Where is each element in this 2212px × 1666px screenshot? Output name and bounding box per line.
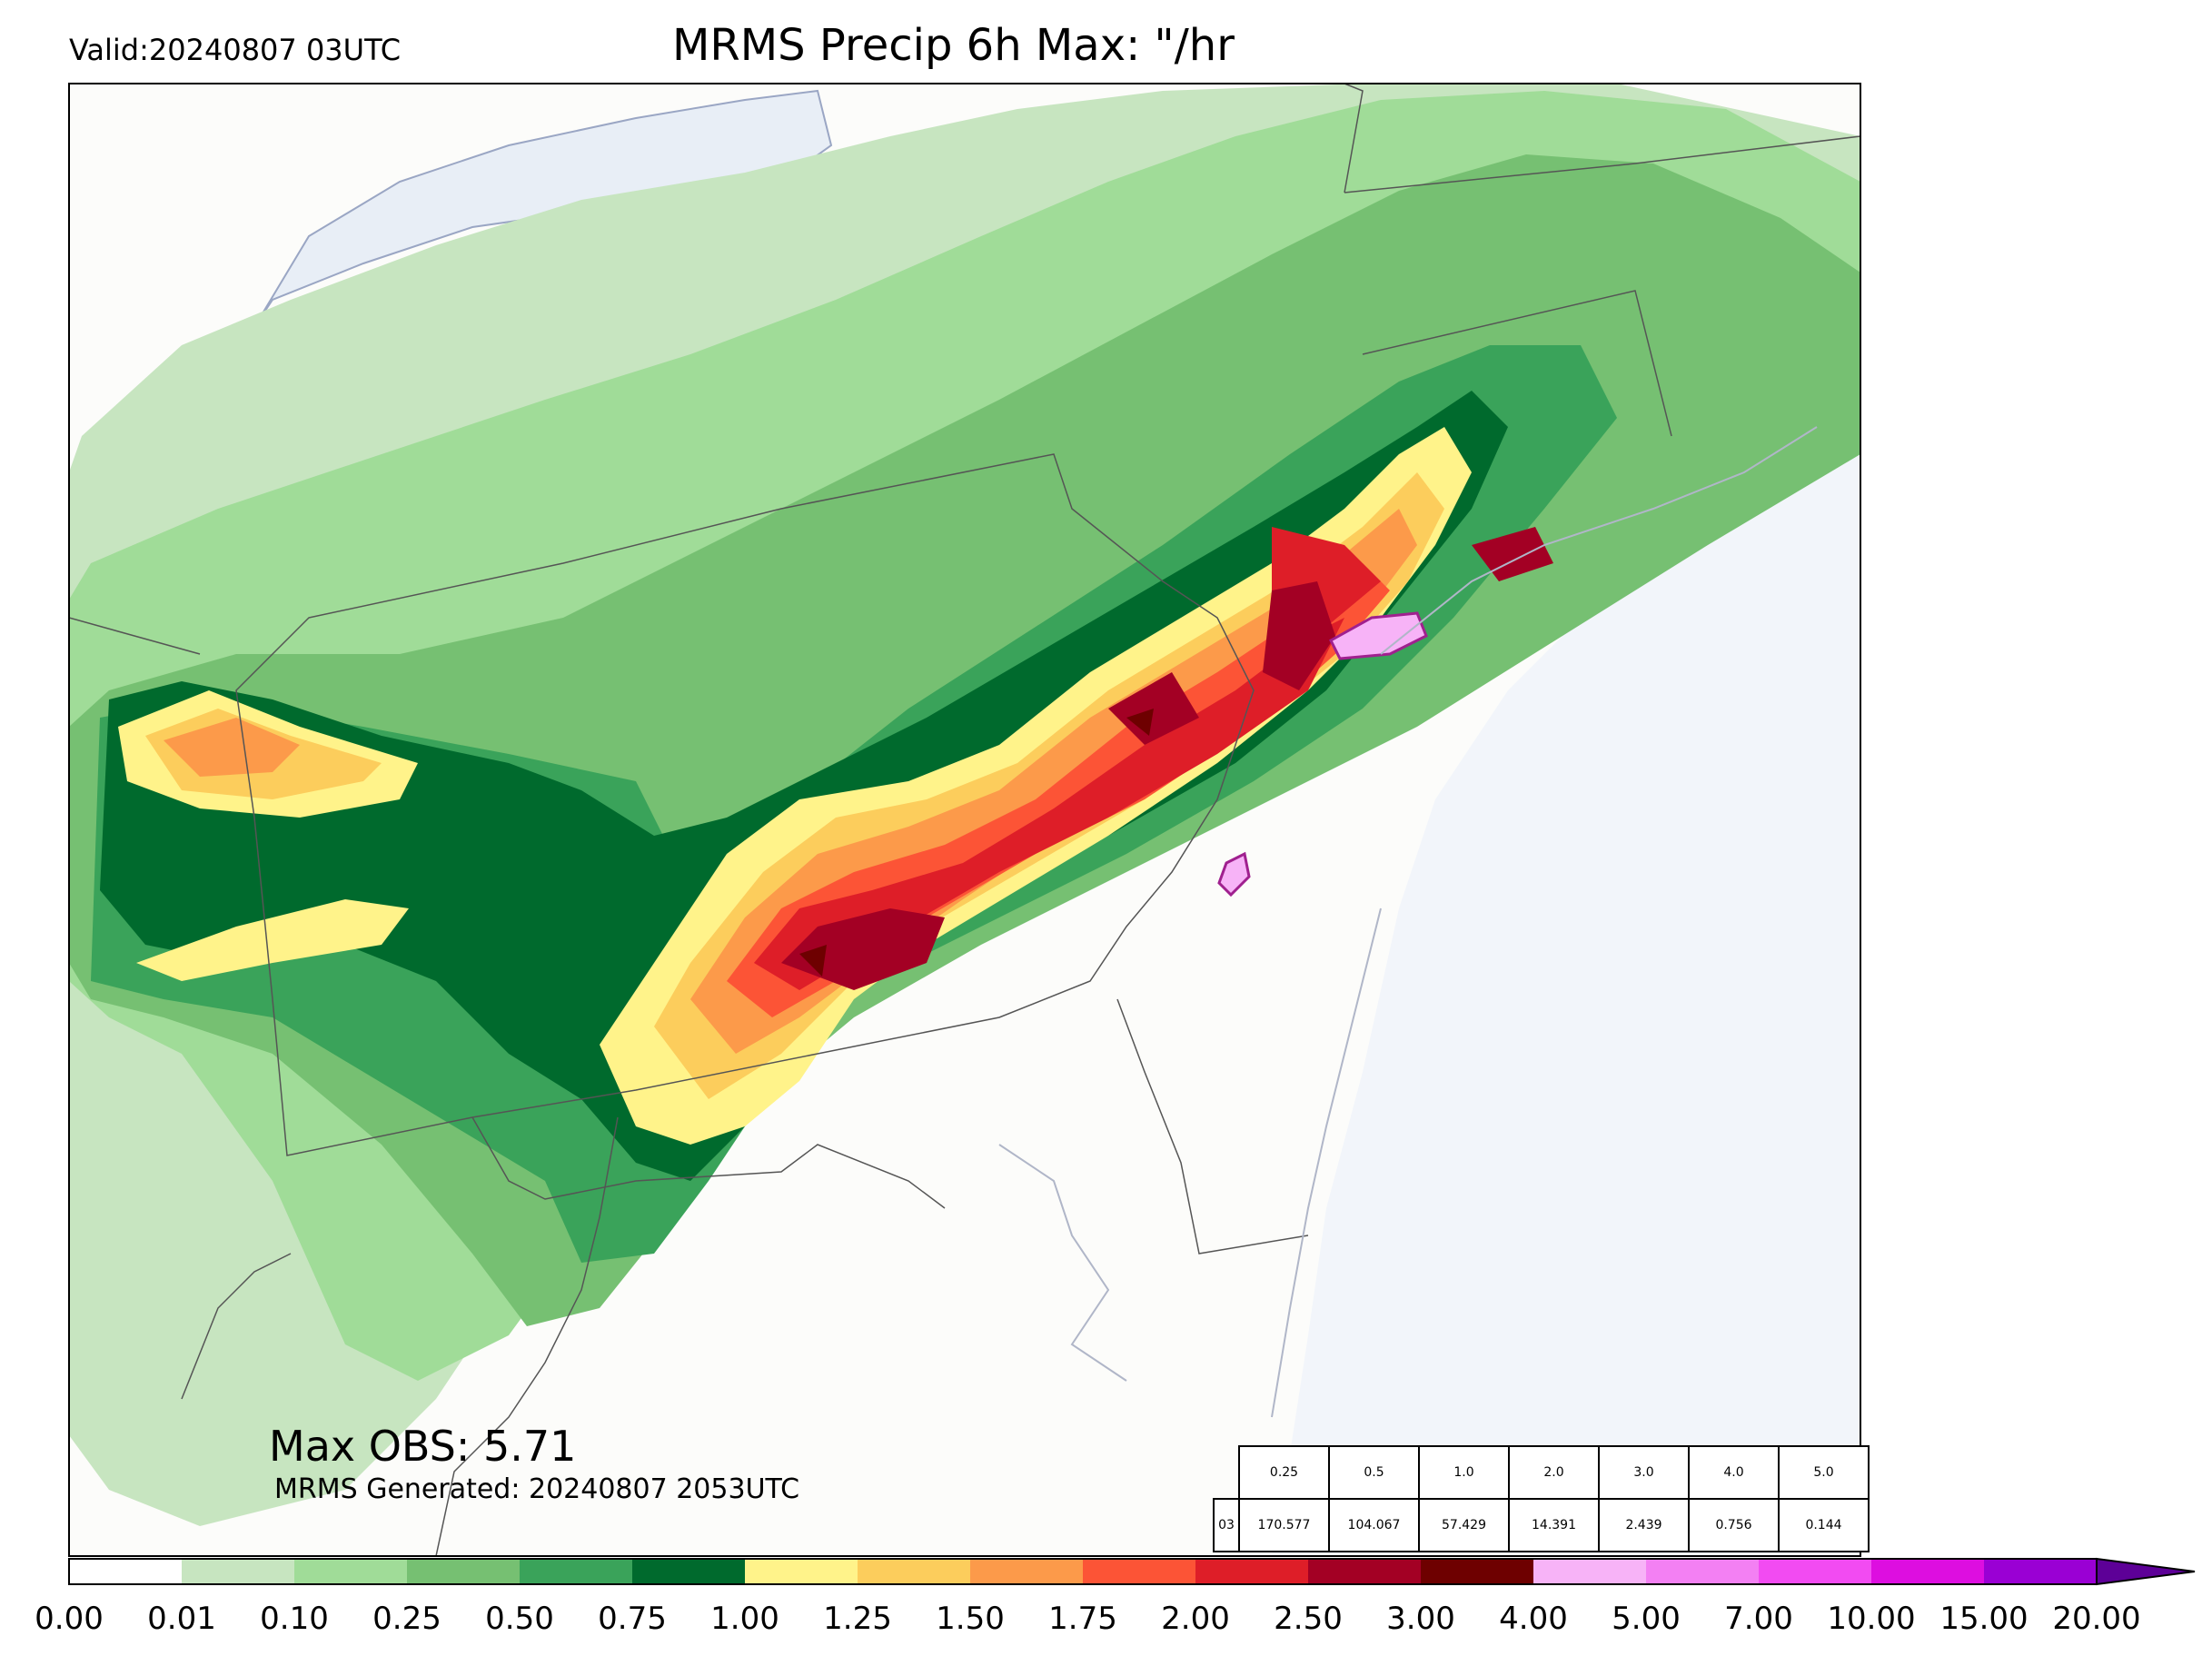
coastline (998, 426, 1818, 1418)
colorbar-tick-label: 0.01 (147, 1601, 216, 1637)
threshold-cell: 0.25 (1238, 1445, 1330, 1500)
colorbar-tick-label: 4.00 (1499, 1601, 1568, 1637)
colorbar-extend-arrow (2096, 1557, 2196, 1586)
colorbar-segment (745, 1559, 858, 1584)
colorbar-segment (1871, 1559, 1984, 1584)
colorbar-segment (182, 1559, 294, 1584)
colorbar-tick-label: 0.75 (598, 1601, 667, 1637)
colorbar-tick-label: 1.25 (823, 1601, 892, 1637)
map-title: MRMS Precip 6h Max: "/hr (672, 20, 1235, 71)
colorbar-segment (1308, 1559, 1421, 1584)
threshold-cell: 3.0 (1598, 1445, 1690, 1500)
colorbar-segment (1984, 1559, 2097, 1584)
colorbar-segment (858, 1559, 970, 1584)
colorbar-tick-label: 1.00 (710, 1601, 779, 1637)
threshold-cell: 0.5 (1328, 1445, 1420, 1500)
colorbar-tick-label: 0.50 (485, 1601, 554, 1637)
colorbar-segment (1533, 1559, 1646, 1584)
colorbar-segment (632, 1559, 745, 1584)
row-label-cell: 03 (1213, 1498, 1240, 1552)
value-cell: 104.067 (1328, 1498, 1420, 1552)
lake-ontario (253, 89, 833, 328)
colorbar-outline (68, 1558, 2098, 1585)
generated-label: MRMS Generated: 20240807 2053UTC (274, 1473, 800, 1505)
colorbar-tick-label: 15.00 (1939, 1601, 2028, 1637)
threshold-cell: 2.0 (1508, 1445, 1600, 1500)
colorbar-tick-label: 5.00 (1612, 1601, 1681, 1637)
colorbar-segment (970, 1559, 1083, 1584)
threshold-cell: 5.0 (1778, 1445, 1870, 1500)
threshold-stats-table: 0.25 0.5 1.0 2.0 3.0 4.0 5.0 03 170.577 … (1213, 1445, 1870, 1552)
map-content (69, 84, 1860, 1556)
colorbar-tick-label: 1.50 (936, 1601, 1005, 1637)
value-cell: 170.577 (1238, 1498, 1330, 1552)
colorbar-tick-label: 2.00 (1161, 1601, 1230, 1637)
colorbar-tick-label: 2.50 (1274, 1601, 1343, 1637)
colorbar-tick-label: 0.00 (35, 1601, 104, 1637)
colorbar-tick-label: 7.00 (1724, 1601, 1793, 1637)
stats-header-row: 0.25 0.5 1.0 2.0 3.0 4.0 5.0 (1214, 1445, 1870, 1500)
colorbar-tick-label: 10.00 (1827, 1601, 1916, 1637)
colorbar-segment (1421, 1559, 1533, 1584)
colorbar-segment (520, 1559, 632, 1584)
value-cell: 0.756 (1688, 1498, 1780, 1552)
colorbar-tick-label: 0.25 (372, 1601, 441, 1637)
colorbar-segment (1195, 1559, 1308, 1584)
precip-shading (69, 84, 1860, 1526)
value-cell: 57.429 (1418, 1498, 1510, 1552)
colorbar (68, 1557, 2196, 1586)
boundaries (69, 84, 1860, 1556)
map-frame (68, 83, 1861, 1557)
colorbar-segment (407, 1559, 520, 1584)
colorbar-segment (1083, 1559, 1195, 1584)
colorbar-segment (69, 1559, 182, 1584)
threshold-cell: 4.0 (1688, 1445, 1780, 1500)
colorbar-tick-label: 20.00 (2052, 1601, 2141, 1637)
colorbar-segments (68, 1557, 2196, 1586)
ocean-area (1272, 427, 1860, 1556)
colorbar-tick-label: 1.75 (1048, 1601, 1117, 1637)
colorbar-segment (294, 1559, 407, 1584)
value-cell: 14.391 (1508, 1498, 1600, 1552)
value-cell: 0.144 (1778, 1498, 1870, 1552)
valid-time-label: Valid:20240807 03UTC (69, 33, 402, 67)
colorbar-tick-label: 3.00 (1386, 1601, 1455, 1637)
max-obs-label: Max OBS: 5.71 (269, 1422, 577, 1471)
stats-value-row: 03 170.577 104.067 57.429 14.391 2.439 0… (1213, 1498, 1870, 1552)
colorbar-segment (1646, 1559, 1759, 1584)
colorbar-segment (1759, 1559, 1871, 1584)
colorbar-tick-label: 0.10 (260, 1601, 329, 1637)
threshold-cell: 1.0 (1418, 1445, 1510, 1500)
value-cell: 2.439 (1598, 1498, 1690, 1552)
